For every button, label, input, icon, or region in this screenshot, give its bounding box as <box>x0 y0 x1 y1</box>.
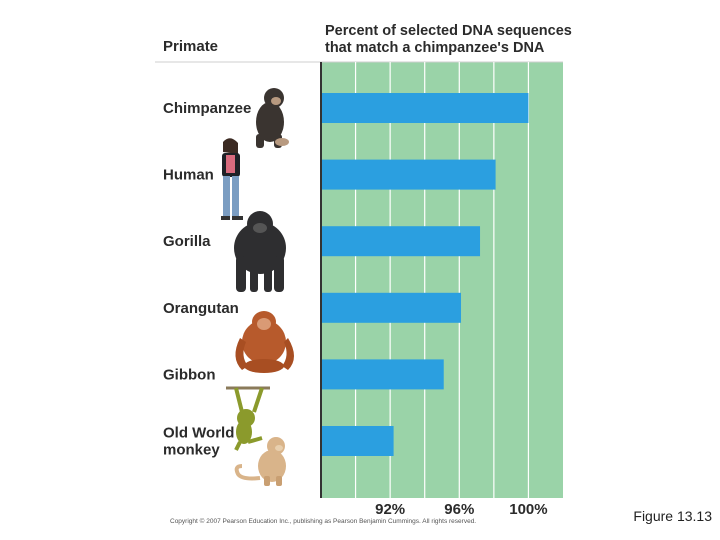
category-label: Gibbon <box>163 366 216 383</box>
old-world-monkey-icon <box>234 437 286 486</box>
bar-gibbon <box>322 359 444 390</box>
figure-caption: Figure 13.13 <box>633 508 712 524</box>
category-label: monkey <box>163 442 220 459</box>
x-tick-label: 92% <box>375 501 405 518</box>
gibbon-icon <box>226 386 270 451</box>
bar-old-world-monkey <box>322 426 394 456</box>
human-icon <box>221 138 243 220</box>
category-label: Chimpanzee <box>163 100 251 117</box>
orangutan-icon <box>235 311 294 373</box>
gorilla-icon <box>234 211 286 292</box>
bar-orangutan <box>322 292 462 323</box>
chart-title-line-2: that match a chimpanzee's DNA <box>325 40 545 56</box>
bar-human <box>322 159 496 190</box>
x-tick-label: 96% <box>444 501 474 518</box>
category-label: Gorilla <box>163 233 211 250</box>
x-tick-label: 100% <box>509 501 547 518</box>
header-band <box>155 12 563 62</box>
category-label: Orangutan <box>163 300 239 317</box>
category-label: Old World <box>163 425 234 442</box>
chart-title-line-1: Percent of selected DNA sequences <box>325 23 572 39</box>
bar-gorilla <box>322 226 481 257</box>
copyright-notice: Copyright © 2007 Pearson Education Inc.,… <box>170 517 476 525</box>
chimpanzee-icon <box>256 88 289 148</box>
primate-column-header: Primate <box>163 38 218 55</box>
category-label: Human <box>163 167 214 184</box>
bar-chimpanzee <box>322 93 529 123</box>
